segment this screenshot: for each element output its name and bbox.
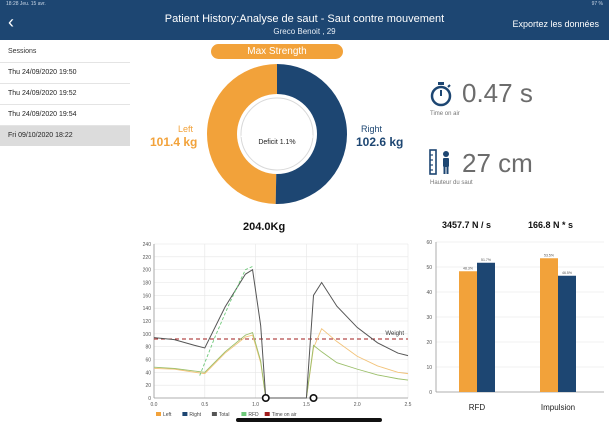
bar-data-label: 53.5% (544, 253, 554, 257)
total-strength: 204.0Kg (243, 221, 286, 233)
bar-left (540, 258, 558, 392)
status-bar: 18:28 Jeu. 15 avr. 97 % (0, 0, 609, 8)
x-tick-label: 2.0 (354, 402, 361, 408)
bar-y-tick-label: 50 (426, 265, 432, 271)
left-label: Left (178, 124, 194, 134)
legend-label: Time on air (272, 412, 297, 418)
time-on-air-value: 0.47 s (462, 78, 533, 108)
bar-right (558, 275, 576, 392)
legend-label: RFD (248, 412, 259, 418)
bar-right (477, 262, 495, 392)
legend-label: Right (189, 412, 201, 418)
donut-center-deficit: Deficit 1.1% (258, 139, 295, 146)
x-tick-label: 1.5 (303, 402, 310, 408)
weight-annotation: Weight (385, 331, 404, 337)
takeoff-landing-marker (309, 394, 318, 403)
x-tick-label: 2.5 (405, 402, 412, 408)
y-tick-label: 180 (143, 281, 152, 287)
back-chevron-icon[interactable]: ‹ (8, 12, 14, 32)
legend-swatch (241, 412, 247, 416)
stopwatch-icon (430, 82, 452, 107)
impulsion-title: 166.8 N * s (528, 220, 574, 230)
donut-right-percent: 50,3% (295, 133, 314, 140)
home-indicator (236, 418, 382, 422)
jump-height-value: 27 cm (462, 148, 533, 178)
sessions-label: Sessions (8, 48, 37, 55)
series-line-rfd (199, 266, 253, 376)
export-button[interactable]: Exportez les données (512, 19, 599, 29)
legend-label: Left (163, 412, 172, 418)
rfd-title: 3457.7 N / s (442, 220, 492, 230)
y-tick-label: 100 (143, 332, 152, 338)
max-strength-pill: Max Strength (211, 44, 343, 59)
takeoff-landing-marker (261, 394, 270, 403)
time-on-air-label: Time on air (430, 111, 460, 117)
bar-data-label: 46.5% (562, 271, 572, 275)
y-tick-label: 20 (145, 383, 151, 389)
page-title: Patient History:Analyse de saut - Saut c… (164, 13, 445, 25)
y-tick-label: 0 (148, 396, 151, 402)
session-item[interactable]: Thu 24/09/2020 19:52 (0, 83, 130, 104)
y-tick-label: 40 (145, 370, 151, 376)
donut-hole (237, 94, 317, 174)
donut-inner-ring (240, 97, 314, 171)
bar-y-tick-label: 20 (426, 340, 432, 346)
y-tick-label: 240 (143, 242, 152, 248)
donut-left-percent: 49.7% (241, 133, 260, 140)
session-item[interactable]: Thu 24/09/2020 19:54 (0, 104, 130, 125)
y-tick-label: 60 (145, 358, 151, 364)
bar-y-tick-label: 10 (426, 365, 432, 371)
legend-label: Total (219, 412, 230, 418)
y-tick-label: 140 (143, 306, 152, 312)
bar-data-label: 48.3% (463, 266, 473, 270)
bar-left (459, 271, 477, 392)
jump-height-label: Hauteur du saut (430, 180, 473, 186)
bar-y-tick-label: 30 (426, 315, 432, 321)
y-tick-label: 160 (143, 293, 152, 299)
bar-y-tick-label: 0 (429, 390, 432, 396)
status-time: 18:28 Jeu. 15 avr. (6, 1, 46, 7)
legend-swatch (156, 412, 161, 416)
x-tick-label: 1.0 (252, 402, 259, 408)
session-item[interactable]: Thu 24/09/2020 19:50 (0, 62, 130, 83)
strength-donut-chart: 49.7% 50,3% Deficit 1.1% (207, 64, 348, 204)
nav-bar: ‹ Patient History:Analyse de saut - Saut… (0, 8, 609, 40)
bar-category-label: Impulsion (541, 403, 575, 412)
y-tick-label: 80 (145, 345, 151, 351)
status-battery: 97 % (591, 1, 603, 7)
right-value: 102.6 kg (356, 135, 404, 149)
sessions-sidebar: Sessions Thu 24/09/2020 19:50 Thu 24/09/… (0, 40, 130, 429)
y-tick-label: 120 (143, 319, 152, 325)
ruler-person-icon (429, 149, 449, 175)
x-tick-label: 0.5 (201, 402, 208, 408)
y-tick-label: 200 (143, 268, 152, 274)
legend-swatch (264, 412, 270, 416)
right-label: Right (361, 124, 383, 134)
legend-swatch (182, 412, 188, 416)
legend-swatch (211, 412, 217, 416)
x-tick-label: 0.0 (151, 402, 158, 408)
session-item-active[interactable]: Fri 09/10/2020 18:22 (0, 125, 130, 146)
rfd-impulsion-bar-chart: 0 10 20 30 40 50 60 48.3% 51.7% RFD 53.5% 46.5% Impu… (426, 240, 604, 412)
y-tick-label: 220 (143, 255, 152, 261)
left-value: 101.4 kg (150, 135, 198, 149)
bar-category-label: RFD (469, 403, 486, 412)
bar-y-tick-label: 40 (426, 290, 432, 296)
series-line-right (153, 331, 409, 399)
bar-data-label: 51.7% (481, 258, 491, 262)
patient-subtitle: Greco Benoit , 29 (273, 27, 336, 36)
bar-y-tick-label: 60 (426, 240, 432, 246)
force-line-chart: 0 20 40 60 80 100 120 140 160 180 200 220 240 0.0 0.5 1… (143, 242, 412, 418)
